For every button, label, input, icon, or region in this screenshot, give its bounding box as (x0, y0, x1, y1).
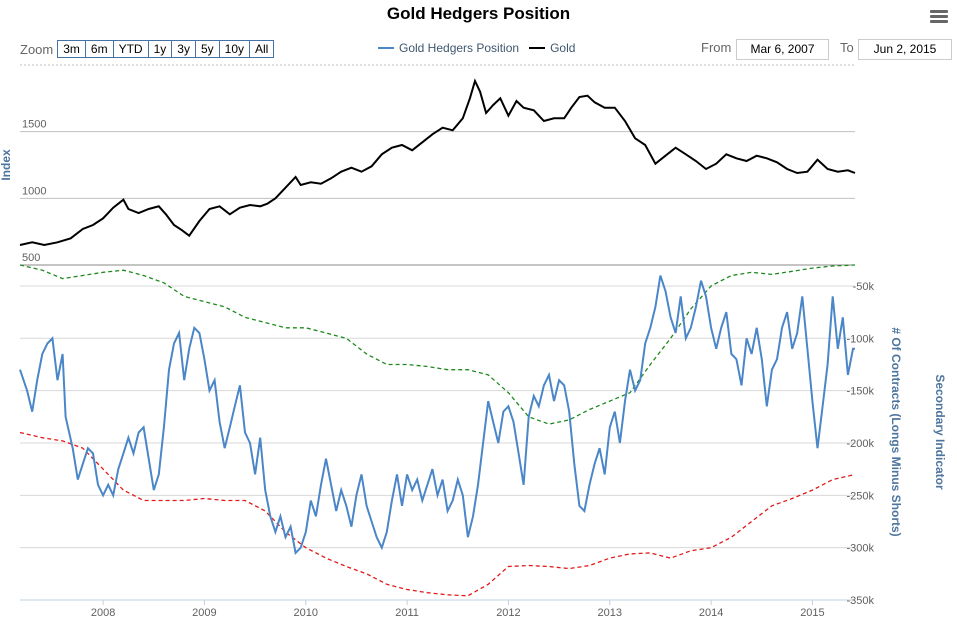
ylabel-bottom: # Of Contracts (Longs Minus Shorts) (889, 327, 903, 536)
chart-title: Gold Hedgers Position (386, 4, 571, 23)
zoom-button-ytd[interactable]: YTD (112, 40, 149, 58)
tick-label-top: 1500 (22, 119, 46, 131)
zoom-button-1y[interactable]: 1y (147, 40, 173, 58)
x-tick-label: 2008 (91, 607, 115, 619)
tick-label-bottom: -300k (846, 543, 874, 555)
x-tick-label: 2012 (496, 607, 520, 619)
tick-label-bottom: -150k (846, 386, 874, 398)
tick-label-bottom: -50k (853, 281, 875, 293)
red-dashed-line (19, 431, 856, 597)
from-label: From (701, 40, 732, 55)
zoom-button-3m[interactable]: 3m (57, 40, 86, 58)
tick-label-bottom: -350k (846, 595, 874, 607)
legend-swatch-hedgers (378, 47, 394, 49)
legend-label-hedgers: Gold Hedgers Position (399, 41, 520, 55)
legend-item-hedgers[interactable]: Gold Hedgers Position (378, 41, 519, 55)
green-dashed-line (19, 264, 856, 425)
zoom-button-3y[interactable]: 3y (171, 40, 196, 58)
menu-icon[interactable] (930, 10, 948, 24)
ylabel-secondary: Secondary Indicator (933, 374, 947, 490)
x-tick-label: 2011 (395, 607, 419, 619)
zoom-controls: Zoom 3m 6m YTD 1y 3y 5y 10y All (20, 40, 275, 58)
zoom-button-5y[interactable]: 5y (194, 40, 220, 58)
tick-label-bottom: -200k (846, 438, 874, 450)
to-date-input[interactable]: Jun 2, 2015 (858, 39, 952, 60)
hedgers-line (19, 275, 855, 555)
tick-label-top: 1000 (22, 185, 46, 197)
legend-label-gold: Gold (550, 41, 576, 55)
legend-swatch-gold (529, 47, 546, 49)
from-date-input[interactable]: Mar 6, 2007 (736, 39, 829, 60)
zoom-button-all[interactable]: All (249, 40, 275, 58)
x-tick-label: 2009 (192, 607, 216, 619)
zoom-button-10y[interactable]: 10y (218, 40, 250, 58)
x-tick-label: 2014 (699, 607, 723, 619)
tick-label-top: 500 (22, 252, 40, 264)
x-tick-label: 2010 (294, 607, 318, 619)
legend: Gold Hedgers Position Gold (378, 41, 585, 55)
tick-label-bottom: -250k (846, 490, 874, 502)
ylabel-top: Index (0, 149, 13, 181)
to-label: To (840, 40, 854, 55)
tick-label-bottom: -100k (846, 333, 874, 345)
x-tick-label: 2013 (598, 607, 622, 619)
gold-line (19, 78, 856, 247)
x-tick-label: 2015 (800, 607, 824, 619)
zoom-label: Zoom (20, 41, 54, 57)
legend-item-gold[interactable]: Gold (529, 41, 575, 55)
